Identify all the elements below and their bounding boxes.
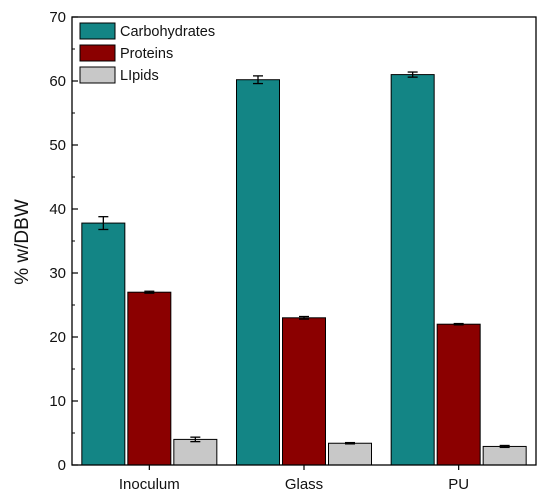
y-axis-title: % w/DBW xyxy=(12,199,33,285)
plot-area: Inoculum Glass PU 0 10 20 30 40 50 60 70 xyxy=(49,9,537,493)
x-tick-label: Inoculum xyxy=(119,476,180,493)
x-tick-label: PU xyxy=(448,476,469,493)
legend-label-carbohydrates: Carbohydrates xyxy=(120,24,215,40)
y-tick-label: 20 xyxy=(49,329,66,346)
x-tick-label: Glass xyxy=(285,476,323,493)
bar-proteins-inoculum xyxy=(127,291,172,466)
bar-proteins-glass xyxy=(282,317,326,466)
bar-carbohydrates-pu xyxy=(390,74,435,466)
y-tick-label: 0 xyxy=(58,457,66,474)
legend-label-proteins: Proteins xyxy=(120,46,173,62)
y-tick-label: 10 xyxy=(49,393,66,410)
y-tick-label: 50 xyxy=(49,137,66,154)
legend-swatch-proteins xyxy=(79,44,116,62)
legend: Carbohydrates Proteins LIpids xyxy=(79,22,215,84)
bar-carbohydrates-glass xyxy=(236,79,280,466)
y-tick-label: 30 xyxy=(49,265,66,282)
bar-carbohydrates-inoculum xyxy=(81,222,126,466)
y-tick-label: 70 xyxy=(49,9,66,26)
bar-proteins-pu xyxy=(436,323,481,466)
bar-lipids-inoculum xyxy=(173,438,218,466)
legend-swatch-carbohydrates xyxy=(79,22,116,40)
bar-lipids-glass xyxy=(328,442,372,466)
legend-label-lipids: LIpids xyxy=(120,68,159,84)
y-tick-label: 40 xyxy=(49,201,66,218)
legend-swatch-lipids xyxy=(79,66,116,84)
bar-lipids-pu xyxy=(482,445,527,466)
y-tick-label: 60 xyxy=(49,73,66,90)
